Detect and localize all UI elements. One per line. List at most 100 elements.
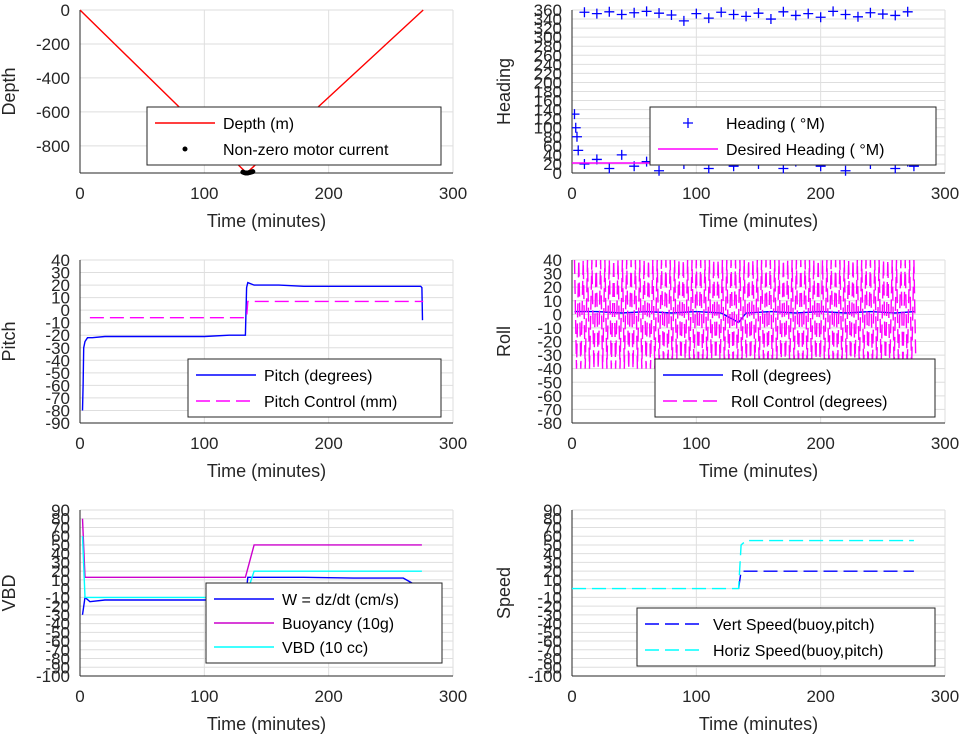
series-heading-m-point (852, 11, 863, 22)
y-tick-label: -60 (537, 632, 562, 651)
y-tick-label: 20 (51, 276, 70, 295)
series-non-zero-motor-current-point (250, 169, 256, 175)
series-heading-m-point (629, 7, 640, 18)
series-horiz-speed-buoy-pitch-line (572, 539, 914, 590)
series-layer (573, 259, 917, 369)
series-heading-m-point (840, 9, 851, 20)
y-tick-label: -20 (45, 326, 70, 345)
y-tick-label: 30 (51, 264, 70, 283)
y-tick-label: -10 (537, 588, 562, 607)
y-tick-label: -30 (45, 339, 70, 358)
y-tick-label: -50 (45, 623, 70, 642)
chart-vbd: 0 100 200 300-100-90-80-70-60-50-40-30-20-1… (0, 501, 467, 734)
legend-box (146, 106, 442, 166)
x-tick-label: 200 (806, 184, 834, 203)
y-tick-label: 30 (543, 265, 562, 284)
series-heading-m-point (865, 7, 876, 18)
legend-label: VBD (10 cc) (282, 640, 368, 657)
y-tick-label: -30 (537, 346, 562, 365)
x-tick-label: 100 (682, 184, 710, 203)
series-heading-m-point (890, 10, 901, 21)
x-axis-label: Time (minutes) (207, 714, 326, 734)
legend: Vert Speed(buoy,pitch) Horiz Speed(buoy,p… (636, 607, 936, 667)
x-axis-label: Time (minutes) (699, 211, 818, 231)
y-tick-label: -40 (45, 351, 70, 370)
y-tick-label: 70 (543, 518, 562, 537)
y-tick-label: -20 (537, 333, 562, 352)
y-tick-label: -30 (45, 606, 70, 625)
y-tick-label: 40 (543, 545, 562, 564)
legend: Depth (m) Non-zero motor current (146, 106, 442, 166)
y-tick-label: -50 (45, 364, 70, 383)
x-tick-label: 200 (806, 434, 834, 453)
y-tick-label: 20 (543, 278, 562, 297)
y-tick-label: -70 (45, 641, 70, 660)
x-tick-label: 300 (931, 687, 959, 706)
y-tick-label: 20 (543, 562, 562, 581)
series-heading-m-point (716, 7, 727, 18)
x-tick-label: 200 (806, 687, 834, 706)
x-tick-label: 0 (567, 434, 576, 453)
y-tick-label: -60 (45, 376, 70, 395)
y-tick-label: 10 (51, 289, 70, 308)
series-heading-m-point (803, 8, 814, 19)
y-tick-label: 40 (543, 251, 562, 270)
y-tick-label: 60 (543, 527, 562, 546)
series-heading-m-point (902, 6, 913, 17)
series-roll-control-degrees-line (573, 259, 917, 369)
chart-heading: 0 100 200 300020406080100120140160180200220… (494, 1, 959, 231)
y-tick-label: 10 (543, 571, 562, 590)
x-tick-label: 100 (190, 434, 218, 453)
y-tick-label: -600 (36, 103, 70, 122)
y-axis-label: Heading (494, 58, 514, 125)
legend-label: Non-zero motor current (223, 142, 389, 159)
x-tick-label: 0 (75, 687, 84, 706)
y-tick-label: 180 (534, 83, 562, 102)
x-tick-label: 200 (314, 434, 342, 453)
y-axis-label: Pitch (0, 321, 19, 361)
legend-box (654, 358, 936, 418)
series-pitch-control-mm-line (89, 300, 424, 319)
y-tick-label: 80 (543, 510, 562, 529)
x-tick-label: 200 (314, 184, 342, 203)
y-tick-label: 360 (534, 1, 562, 20)
legend: Pitch (degrees) Pitch Control (mm) (187, 358, 442, 418)
series-heading-m-point (778, 6, 789, 17)
x-tick-label: 0 (75, 184, 84, 203)
y-tick-label: 40 (51, 251, 70, 270)
y-tick-label: -50 (537, 623, 562, 642)
legend-label: Desired Heading ( °M) (726, 142, 884, 159)
x-axis-label: Time (minutes) (207, 461, 326, 481)
y-tick-label: 300 (534, 28, 562, 47)
y-tick-label: 30 (51, 553, 70, 572)
y-tick-label: 80 (543, 128, 562, 147)
x-tick-label: 300 (931, 184, 959, 203)
series-heading-m-point (728, 9, 739, 20)
y-tick-label: 280 (534, 37, 562, 56)
series-heading-m-point (753, 8, 764, 19)
y-tick-label: 20 (543, 155, 562, 174)
y-tick-label: -40 (537, 615, 562, 634)
series-heading-m-point (591, 8, 602, 19)
y-tick-label: -50 (537, 373, 562, 392)
y-tick-label: 10 (543, 292, 562, 311)
y-tick-label: 70 (51, 518, 70, 537)
y-tick-label: -70 (537, 400, 562, 419)
series-layer (572, 539, 914, 590)
x-tick-label: 200 (314, 687, 342, 706)
y-tick-label: -90 (45, 414, 70, 433)
series-heading-m-point (579, 7, 590, 18)
y-tick-label: 200 (534, 73, 562, 92)
legend-marker (182, 146, 188, 152)
y-tick-label: -70 (45, 389, 70, 408)
y-tick-label: -10 (45, 588, 70, 607)
y-tick-label: -80 (45, 650, 70, 669)
y-tick-label: 10 (51, 571, 70, 590)
y-tick-label: 60 (543, 137, 562, 156)
series-heading-m-point (616, 149, 627, 160)
legend-label: Horiz Speed(buoy,pitch) (713, 643, 883, 660)
y-tick-label: -90 (537, 658, 562, 677)
y-tick-label: 60 (51, 527, 70, 546)
y-tick-label: -100 (36, 667, 70, 686)
